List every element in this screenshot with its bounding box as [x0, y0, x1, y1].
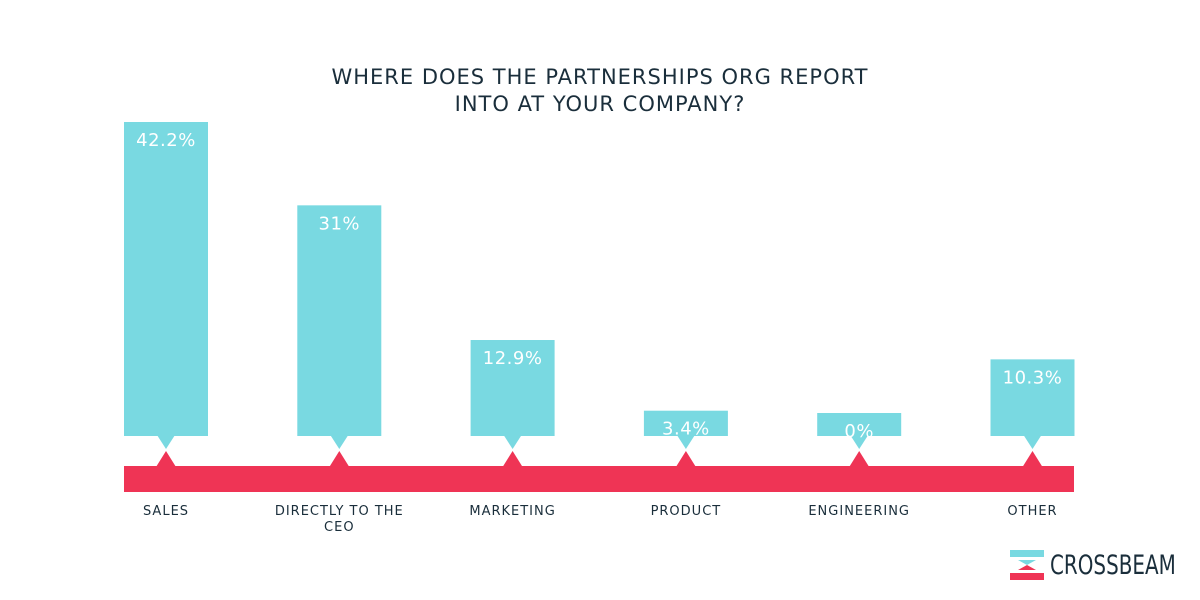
bar-group: 10.3% [990, 359, 1075, 467]
category-label-line: SALES [142, 504, 190, 519]
value-label: 12.9% [483, 348, 543, 369]
value-label: 42.2% [136, 130, 196, 151]
bar [470, 340, 555, 436]
bar [124, 122, 208, 436]
baseline-marker [675, 451, 696, 467]
bar-pointer [850, 435, 869, 449]
category-label: MARKETING [433, 504, 593, 520]
chart-title-line-1: WHERE DOES THE PARTNERSHIPS ORG REPORT [331, 65, 869, 89]
value-label: 0% [844, 421, 874, 442]
chart-title-line-2: INTO AT YOUR COMPANY? [454, 92, 746, 116]
value-label: 3.4% [662, 419, 710, 440]
bar [817, 413, 902, 436]
bar-group: 42.2% [124, 122, 208, 467]
crossbeam-logo: CROSSBEAM [1010, 548, 1180, 584]
category-label-line: MARKETING [469, 504, 556, 519]
bar-pointer [676, 435, 695, 449]
bar-pointer [1023, 435, 1042, 449]
bar [297, 205, 382, 436]
category-label-line: OTHER [1007, 504, 1058, 519]
category-label: SALES [86, 504, 246, 520]
bar-group: 12.9% [470, 340, 555, 467]
category-label: ENGINEERING [779, 504, 939, 520]
value-label: 10.3% [1003, 367, 1063, 388]
baseline-strip [124, 466, 1074, 492]
bar-pointer [157, 435, 175, 449]
category-label: OTHER [953, 504, 1113, 520]
category-label: PRODUCT [606, 504, 766, 520]
category-label: DIRECTLY TO THE CEO [259, 504, 419, 536]
bar [990, 359, 1075, 436]
category-label-line: DIRECTLY TO THE [274, 504, 404, 519]
baseline-marker [849, 451, 870, 467]
value-label: 31% [319, 213, 361, 234]
chart-title: WHERE DOES THE PARTNERSHIPS ORG REPORT I… [0, 64, 1200, 118]
baseline-marker [1022, 451, 1043, 467]
baseline-marker [156, 451, 176, 467]
bar-pointer [503, 435, 522, 449]
bar-group: 0% [817, 413, 902, 467]
crossbeam-logo-icon [1010, 550, 1044, 580]
baseline-marker [329, 451, 350, 467]
bar-group: 3.4% [643, 410, 728, 467]
baseline-marker [502, 451, 523, 467]
bar-group: 31% [297, 205, 382, 467]
category-label-line: PRODUCT [650, 504, 722, 519]
bar [643, 410, 728, 436]
brand-name: CROSSBEAM [1050, 550, 1176, 581]
bar-pointer [330, 435, 349, 449]
category-label-line: CEO [324, 520, 355, 535]
category-label-line: ENGINEERING [808, 504, 911, 519]
